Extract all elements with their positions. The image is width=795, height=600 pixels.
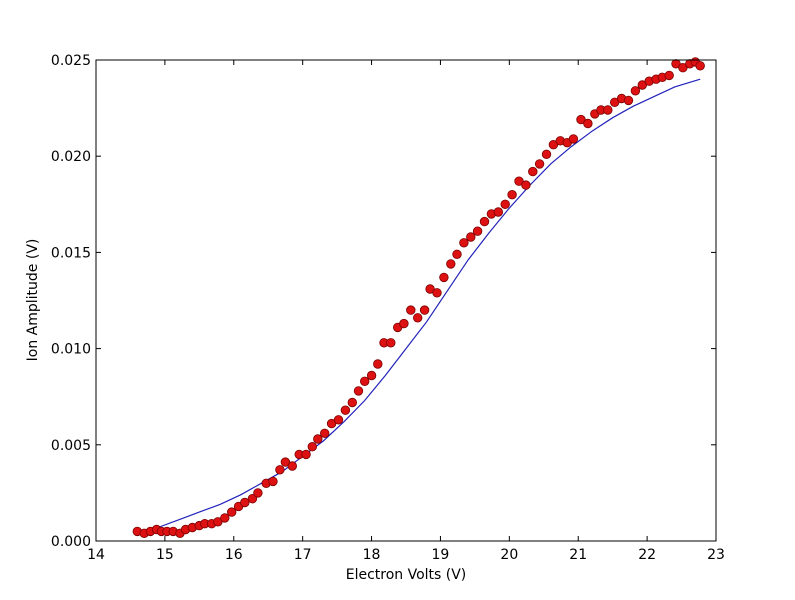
plot-area: [96, 60, 716, 541]
data-point: [603, 105, 613, 115]
data-point: [340, 405, 351, 415]
x-axis-label: Electron Volts (V): [346, 567, 467, 583]
data-point: [500, 199, 510, 210]
data-points-layer: [132, 57, 705, 539]
fit-curve-layer: [137, 78, 701, 536]
data-point: [664, 70, 674, 81]
x-tick-label: 21: [569, 547, 587, 563]
data-point: [493, 207, 504, 217]
x-tick-label: 18: [363, 547, 381, 563]
data-point: [268, 476, 278, 487]
data-point: [386, 338, 396, 348]
data-point: [623, 95, 634, 106]
fit-curve: [137, 78, 701, 536]
data-point: [307, 442, 318, 452]
data-point: [479, 216, 490, 227]
data-point: [432, 288, 442, 298]
y-axis-ticks: 0.000 0.005 0.010 0.015 0.020 0.025: [51, 53, 716, 550]
data-point: [583, 118, 593, 129]
data-point: [320, 428, 330, 439]
data-point: [287, 461, 298, 471]
data-point: [630, 86, 641, 96]
plot-frame: [95, 59, 717, 542]
y-tick-label: 0.025: [51, 53, 91, 69]
y-tick-label: 0.020: [51, 149, 91, 165]
data-point: [541, 149, 552, 160]
data-point: [459, 238, 469, 248]
x-tick-label: 15: [156, 547, 174, 563]
y-tick-label: 0.010: [51, 342, 91, 358]
data-point: [333, 415, 344, 425]
data-point: [446, 259, 456, 269]
data-point: [439, 272, 449, 283]
data-point: [347, 397, 358, 408]
x-tick-label: 16: [225, 547, 243, 563]
data-point: [528, 166, 538, 177]
data-point: [301, 449, 311, 460]
x-axis-ticks: 14 15 16 17 18 19 20 21 22 23: [87, 60, 725, 563]
data-point: [452, 249, 462, 260]
x-tick-label: 14: [87, 547, 105, 563]
data-point: [353, 386, 364, 396]
data-point: [568, 134, 579, 144]
data-point: [507, 189, 517, 200]
data-point: [472, 226, 483, 236]
x-tick-label: 17: [294, 547, 312, 563]
data-point: [521, 180, 531, 190]
data-point: [534, 159, 545, 169]
data-point: [399, 318, 409, 329]
x-tick-label: 20: [500, 547, 518, 563]
data-point: [313, 434, 323, 444]
x-tick-label: 19: [432, 547, 450, 563]
y-tick-label: 0.015: [51, 245, 91, 261]
data-point: [240, 497, 250, 508]
y-tick-label: 0.000: [51, 534, 91, 550]
data-point: [466, 232, 476, 242]
data-point: [406, 305, 416, 315]
y-axis-label: Ion Amplitude (V): [25, 239, 41, 362]
x-tick-label: 22: [638, 547, 656, 563]
data-point: [226, 507, 237, 517]
data-point: [413, 313, 423, 323]
data-point: [373, 359, 383, 369]
data-point: [253, 488, 263, 498]
data-point: [366, 370, 377, 381]
data-point: [220, 513, 230, 523]
data-point: [419, 305, 430, 315]
y-tick-label: 0.005: [51, 438, 91, 454]
data-point: [695, 61, 705, 71]
x-tick-label: 23: [707, 547, 725, 563]
data-point: [275, 465, 285, 475]
data-point: [360, 376, 370, 387]
data-point: [247, 494, 258, 504]
